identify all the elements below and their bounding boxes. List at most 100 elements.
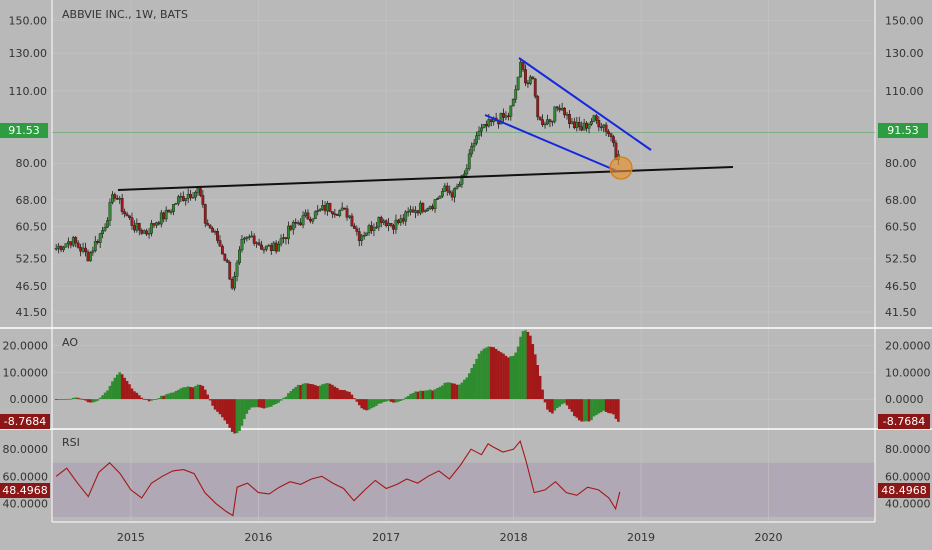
candle-body bbox=[387, 222, 391, 226]
candle-body bbox=[257, 242, 261, 246]
candle-body bbox=[590, 121, 593, 125]
candle-body bbox=[558, 107, 562, 111]
x-axis-ticks: 2015 2016 2017 2018 2019 2020 bbox=[117, 531, 783, 544]
candle-body bbox=[345, 208, 349, 218]
ao-bar bbox=[218, 399, 222, 415]
ao-bar bbox=[460, 382, 464, 400]
candle-body bbox=[98, 233, 102, 243]
ao-bar bbox=[335, 387, 339, 400]
candle-body bbox=[164, 209, 168, 220]
candle-body bbox=[580, 126, 584, 131]
candle-body bbox=[431, 206, 434, 210]
candle-body bbox=[389, 222, 393, 226]
ao-bar bbox=[196, 384, 200, 400]
candle-body bbox=[67, 241, 70, 244]
candle-body bbox=[365, 232, 369, 236]
candle-body bbox=[526, 82, 530, 85]
candle-body bbox=[470, 145, 474, 155]
candle-body bbox=[286, 225, 290, 240]
candle-body bbox=[306, 212, 310, 220]
candle-body bbox=[155, 222, 158, 226]
candle-body bbox=[328, 203, 332, 212]
ao-bar bbox=[59, 399, 63, 400]
ao-bar bbox=[181, 387, 185, 400]
rsi-tick-label-left: 60.0000 bbox=[3, 470, 49, 483]
candle-body bbox=[472, 142, 476, 147]
candle-body bbox=[568, 114, 571, 124]
wedge-lower-trendline[interactable] bbox=[484, 114, 618, 172]
x-tick-label: 2015 bbox=[117, 531, 145, 544]
breakout-highlight-circle[interactable] bbox=[609, 156, 633, 180]
candle-body bbox=[130, 217, 134, 226]
ao-bar bbox=[74, 397, 78, 400]
candle-body bbox=[362, 235, 366, 237]
candle-body bbox=[76, 242, 80, 248]
ao-bar bbox=[392, 399, 395, 403]
ao-bar bbox=[514, 352, 518, 400]
ao-bar bbox=[536, 365, 539, 400]
candle-body bbox=[135, 223, 139, 231]
ao-bar bbox=[516, 346, 520, 400]
candle-body bbox=[465, 168, 469, 175]
ao-bar bbox=[172, 392, 175, 400]
price-tick-label-left: 68.00 bbox=[16, 194, 48, 207]
ao-bar bbox=[426, 390, 430, 400]
candle-body bbox=[587, 124, 591, 129]
candle-body bbox=[511, 98, 515, 107]
candle-body bbox=[115, 198, 119, 200]
candle-body bbox=[230, 278, 234, 289]
candle-body bbox=[233, 276, 237, 289]
ao-bar bbox=[177, 389, 180, 400]
ao-bar bbox=[81, 398, 85, 400]
candle-body bbox=[504, 115, 508, 118]
candle-body bbox=[267, 245, 271, 247]
ao-bar bbox=[323, 383, 327, 400]
candle-body bbox=[264, 245, 268, 250]
candle-body bbox=[502, 113, 505, 118]
ao-bar bbox=[267, 399, 271, 408]
ao-bar bbox=[558, 399, 561, 407]
candle-body bbox=[162, 212, 166, 220]
candle-body bbox=[482, 123, 486, 129]
candle-body bbox=[338, 210, 342, 216]
ao-tick-label-left: 20.0000 bbox=[3, 339, 49, 352]
ao-bar bbox=[404, 397, 408, 400]
x-tick-label: 2016 bbox=[244, 531, 272, 544]
price-tick-label-left: 80.00 bbox=[16, 157, 48, 170]
ao-bar bbox=[416, 391, 420, 400]
price-tick-label-right: 130.00 bbox=[885, 47, 924, 60]
ao-bar bbox=[328, 383, 332, 400]
ao-bar bbox=[260, 399, 263, 408]
ao-bar bbox=[291, 388, 295, 400]
ao-bar bbox=[406, 396, 410, 400]
ao-bar bbox=[497, 350, 500, 400]
ao-bar bbox=[252, 399, 256, 408]
candle-body bbox=[84, 247, 87, 253]
candle-body bbox=[519, 61, 522, 78]
candle-body bbox=[269, 245, 273, 251]
candle-body bbox=[240, 238, 244, 251]
ao-bar bbox=[306, 383, 310, 400]
ao-bar bbox=[142, 398, 146, 400]
ao-bar bbox=[414, 391, 417, 400]
candle-body bbox=[211, 227, 215, 233]
ao-bar bbox=[370, 399, 373, 409]
candle-body bbox=[475, 135, 478, 144]
ao-badge-right: -8.7684 bbox=[878, 414, 930, 429]
ao-bar bbox=[372, 399, 376, 408]
ao-tick-label-right: 10.0000 bbox=[885, 366, 931, 379]
candle-body bbox=[477, 130, 481, 136]
price-tick-label-right: 80.00 bbox=[885, 157, 917, 170]
ao-axis-ticks: 20.0000 20.0000 10.0000 10.0000 0.0000 0.0000 bbox=[3, 339, 931, 406]
ao-bar bbox=[145, 399, 148, 400]
candle-body bbox=[484, 123, 488, 127]
ao-bar bbox=[612, 399, 615, 415]
ao-bar bbox=[79, 398, 82, 400]
candle-body bbox=[360, 235, 364, 241]
candle-body bbox=[318, 209, 322, 211]
candle-body bbox=[357, 231, 361, 241]
ao-bar bbox=[555, 399, 559, 409]
ao-bar bbox=[118, 372, 122, 400]
wedge-upper-trendline[interactable] bbox=[518, 57, 652, 151]
